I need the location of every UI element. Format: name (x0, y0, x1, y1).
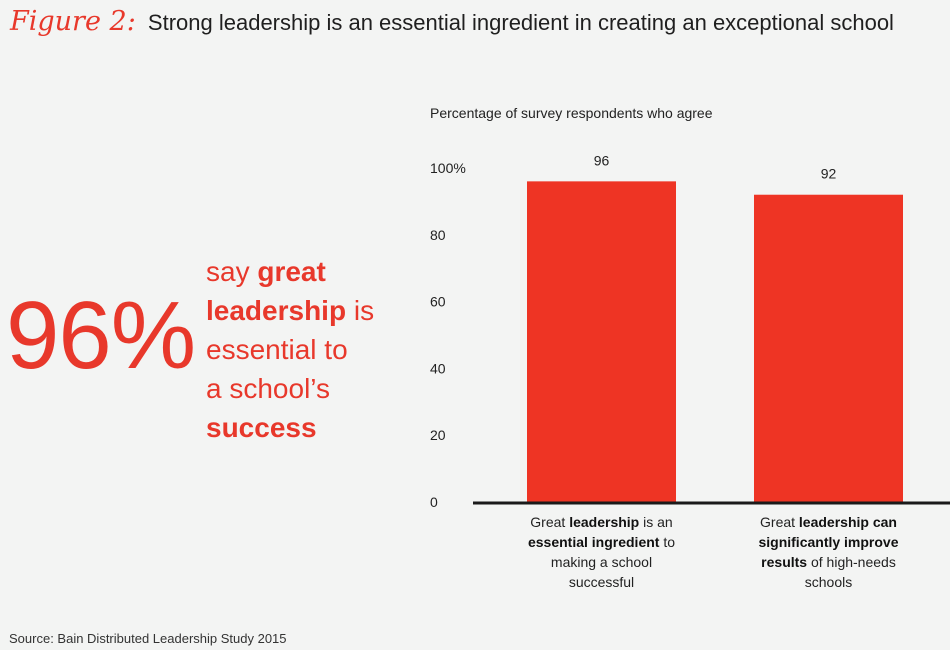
category-text: is an (639, 514, 673, 530)
source-note: Source: Bain Distributed Leadership Stud… (9, 631, 287, 646)
stat-line: success (206, 408, 374, 447)
stat-text: essential to (206, 334, 348, 365)
stat-text: great (257, 256, 326, 287)
bar-data-label: 92 (821, 166, 837, 182)
category-line: essential ingredient to (517, 532, 687, 552)
bar (754, 194, 903, 502)
category-line: schools (744, 572, 914, 592)
x-category-label: Great leadership can significantly improv… (744, 512, 914, 592)
stat-description: say great leadership is essential to a scho… (206, 252, 374, 447)
figure-title: Figure 2: Strong leadership is an essent… (10, 6, 894, 37)
bar-data-label: 96 (594, 152, 610, 168)
category-text: successful (568, 574, 635, 590)
category-line: Great leadership is an (517, 512, 687, 532)
figure-label: Figure 2: (10, 6, 136, 37)
y-tick-label: 0 (430, 494, 438, 510)
stat-line: essential to (206, 330, 374, 369)
category-text: essential ingredient (527, 534, 660, 550)
y-tick-label: 20 (430, 427, 446, 443)
x-category-label: Great leadership is an essential ingredie… (517, 512, 687, 592)
y-tick-label: 80 (430, 227, 446, 243)
category-line: successful (517, 572, 687, 592)
stat-text: say (206, 256, 258, 287)
y-tick-label: 60 (430, 294, 446, 310)
stat-text: success (206, 412, 317, 443)
stat-text: leadership (206, 295, 347, 326)
stat-line: leadership is (206, 291, 374, 330)
big-stat: 96% (6, 282, 196, 389)
category-line: results of high-needs (744, 552, 914, 572)
category-line: making a school (517, 552, 687, 572)
stat-text: is (346, 295, 375, 326)
stat-line: say great (206, 252, 374, 291)
category-text: leadership (569, 514, 640, 530)
category-text: Great (760, 514, 799, 530)
category-text: results (761, 554, 808, 570)
y-tick-label: 100% (430, 160, 466, 176)
chart-title: Percentage of survey respondents who agr… (430, 105, 713, 121)
stat-text: a school’s (206, 373, 331, 404)
category-text: schools (804, 574, 853, 590)
bar (527, 181, 676, 503)
category-text: of high-needs (807, 554, 896, 570)
category-text: leadership can (798, 514, 897, 530)
category-line: significantly improve (744, 532, 914, 552)
stat-line: a school’s (206, 369, 374, 408)
category-text: Great (530, 514, 570, 530)
y-tick-label: 40 (430, 360, 446, 376)
figure-title-text: Strong leadership is an essential ingred… (147, 10, 894, 35)
category-line: Great leadership can (744, 512, 914, 532)
category-text: making a school (550, 554, 653, 570)
category-text: to (659, 534, 676, 550)
category-text: significantly improve (758, 534, 899, 550)
